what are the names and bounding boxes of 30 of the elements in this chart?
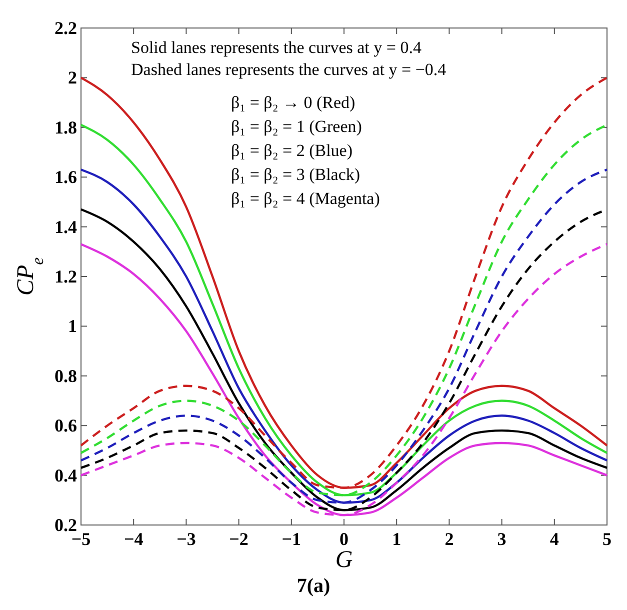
annotation: β₁ = β₂ = 2 (Blue) bbox=[231, 141, 353, 160]
y-tick-label: 2.2 bbox=[54, 18, 77, 38]
y-tick-label: 0.8 bbox=[54, 366, 77, 386]
y-tick-label: 1 bbox=[68, 316, 77, 336]
y-tick-label: 1.8 bbox=[54, 117, 77, 138]
x-tick-label: 4 bbox=[550, 529, 559, 549]
y-tick-label: 0.6 bbox=[54, 416, 77, 436]
y-tick-label: 2 bbox=[68, 68, 77, 88]
text: 7(a) bbox=[296, 575, 330, 597]
y-tick-label: 0.2 bbox=[54, 515, 77, 535]
x-tick-label: 2 bbox=[444, 529, 454, 549]
y-tick-label: 1.4 bbox=[54, 216, 77, 237]
x-tick-label: −3 bbox=[176, 529, 196, 549]
annotation: Dashed lanes represents the curves at y = −0.4 bbox=[131, 60, 447, 79]
x-tick-label: 3 bbox=[497, 529, 506, 549]
x-tick-label: 5 bbox=[602, 529, 612, 549]
annotation: β₁ = β₂ → 0 (Red) bbox=[231, 93, 356, 112]
x-tick-label: −4 bbox=[124, 529, 144, 549]
y-tick-label: 1.6 bbox=[54, 167, 77, 188]
y-tick-label: 1.2 bbox=[54, 266, 77, 286]
x-tick-label: −1 bbox=[282, 529, 302, 549]
x-axis-title: G bbox=[335, 547, 353, 573]
annotation: Solid lanes represents the curves at y = 0.4 bbox=[131, 38, 422, 57]
x-tick-label: 1 bbox=[392, 529, 402, 549]
annotation: β₁ = β₂ = 3 (Black) bbox=[231, 165, 360, 184]
y-tick-label: 0.4 bbox=[54, 465, 77, 486]
x-tick-label: −2 bbox=[229, 529, 248, 549]
annotation: β₁ = β₂ = 1 (Green) bbox=[231, 117, 362, 136]
annotation: β₁ = β₂ = 4 (Magenta) bbox=[231, 189, 380, 208]
x-tick-label: 0 bbox=[340, 529, 348, 549]
